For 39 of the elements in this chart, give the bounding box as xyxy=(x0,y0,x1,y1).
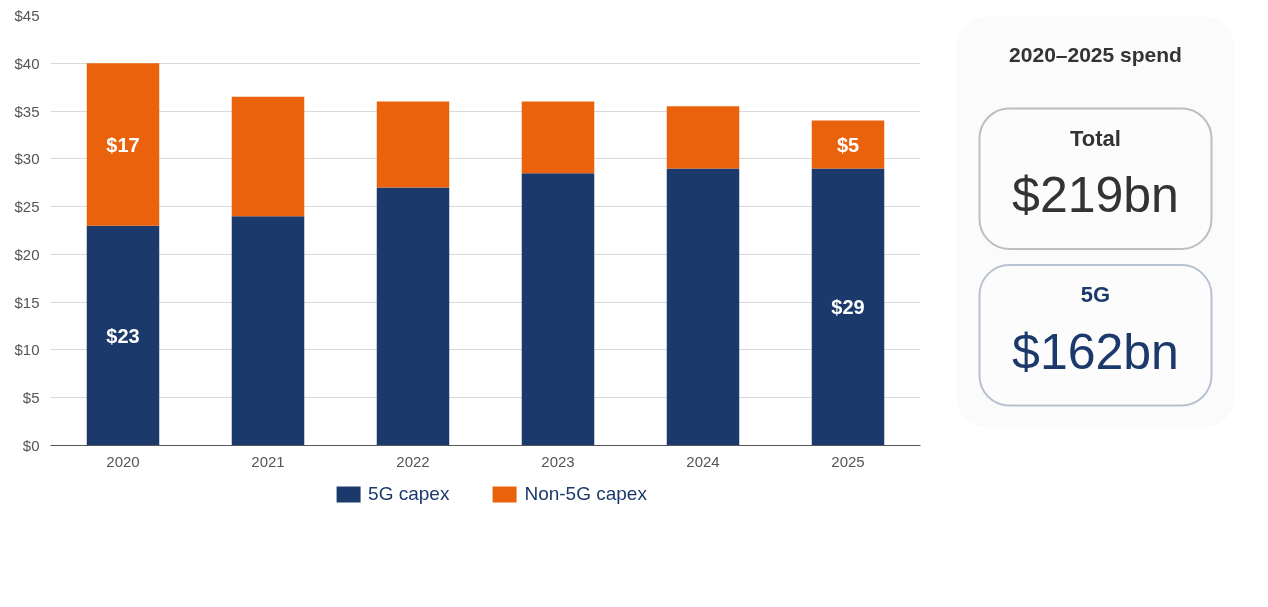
text: $162bn xyxy=(1012,323,1179,380)
bar xyxy=(231,96,305,217)
data-label: $5 xyxy=(836,133,860,156)
bar xyxy=(231,216,305,446)
bar xyxy=(666,106,740,169)
bar xyxy=(521,173,595,446)
bar xyxy=(521,101,595,174)
data-label: $29 xyxy=(831,295,865,318)
text: 2020–2025 spend xyxy=(1009,43,1182,66)
y-tick-label: $25 xyxy=(14,198,40,216)
y-tick-label: $0 xyxy=(22,437,40,454)
data-label: $17 xyxy=(106,133,140,156)
x-tick-label: 2025 xyxy=(831,452,865,470)
x-tick-label: 2023 xyxy=(541,452,575,470)
bar xyxy=(86,63,160,226)
bar xyxy=(811,120,885,169)
bar xyxy=(86,225,160,446)
x-tick-label: 2022 xyxy=(396,452,430,470)
x-tick-label: 2021 xyxy=(251,452,285,470)
y-tick-label: $40 xyxy=(14,54,40,72)
legend-label: 5G capex xyxy=(368,483,450,505)
bar xyxy=(376,187,450,446)
y-tick-label: $20 xyxy=(14,245,40,263)
legend-label: Non-5G capex xyxy=(524,483,647,505)
bar xyxy=(666,168,740,446)
text: $219bn xyxy=(1012,166,1179,223)
category-label: Total xyxy=(1070,125,1121,151)
y-tick-label: $5 xyxy=(22,389,40,407)
data-label: $23 xyxy=(106,324,140,347)
y-tick-label: $30 xyxy=(14,150,40,168)
y-tick-label: $10 xyxy=(14,341,40,359)
y-tick-label: $15 xyxy=(14,293,40,311)
bar xyxy=(811,168,885,446)
x-tick-label: 2020 xyxy=(106,452,140,470)
x-tick-label: 2024 xyxy=(686,452,720,470)
y-tick-label: $45 xyxy=(14,7,40,24)
y-tick-label: $35 xyxy=(14,102,40,120)
bar xyxy=(376,101,450,188)
category-label: 5G xyxy=(1080,282,1111,308)
